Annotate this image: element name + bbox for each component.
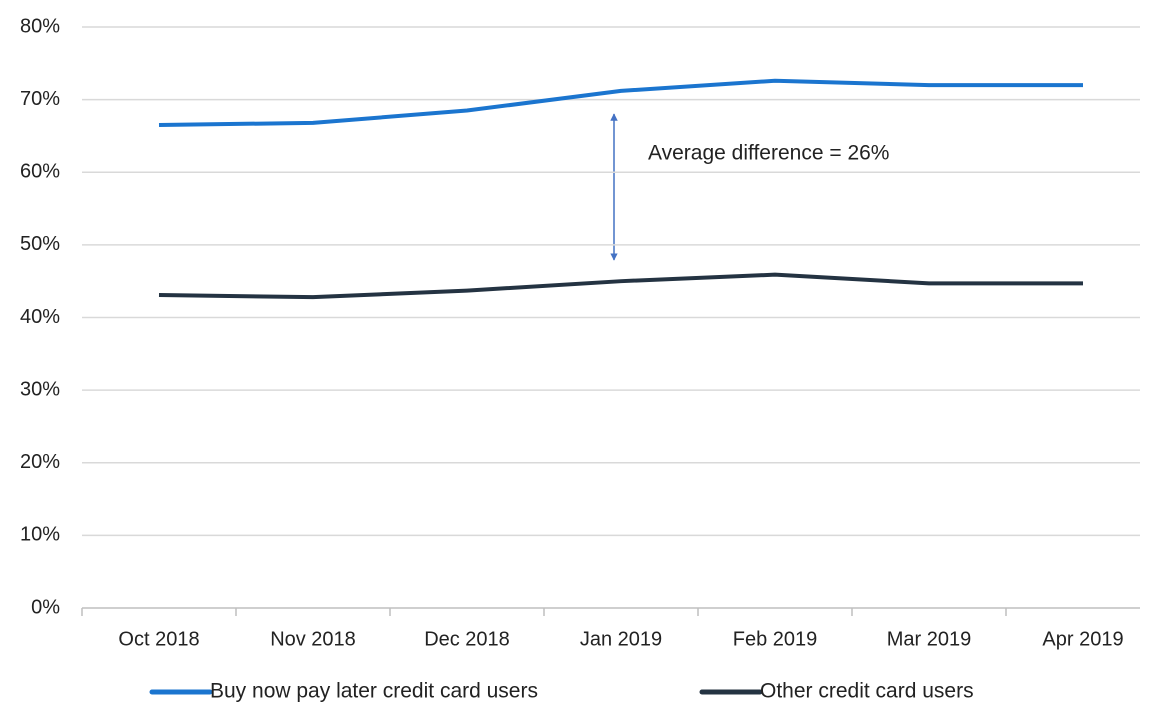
x-tick-label: Oct 2018 — [118, 628, 199, 650]
y-tick-label: 20% — [20, 451, 60, 473]
x-tick-label: Apr 2019 — [1042, 628, 1123, 650]
series-line — [158, 272, 1083, 300]
x-tick-label: Jan 2019 — [580, 628, 662, 650]
y-tick-label: 50% — [20, 233, 60, 255]
x-tick-label: Dec 2018 — [424, 628, 510, 650]
annotation: Average difference = 26% — [648, 142, 889, 165]
y-tick-label: 80% — [20, 15, 60, 37]
y-tick-label: 60% — [20, 161, 60, 183]
legend-label: Buy now pay later credit card users — [210, 680, 538, 703]
x-tick-label: Nov 2018 — [270, 628, 356, 650]
y-tick-label: 70% — [20, 88, 60, 110]
y-tick-label: 0% — [31, 596, 60, 618]
x-tick-label: Mar 2019 — [887, 628, 972, 650]
y-tick-label: 40% — [20, 306, 60, 328]
y-tick-label: 30% — [20, 378, 60, 400]
series-line — [158, 78, 1083, 128]
y-tick-label: 10% — [20, 524, 60, 546]
legend-label: Other credit card users — [760, 680, 974, 703]
x-tick-label: Feb 2019 — [733, 628, 818, 650]
